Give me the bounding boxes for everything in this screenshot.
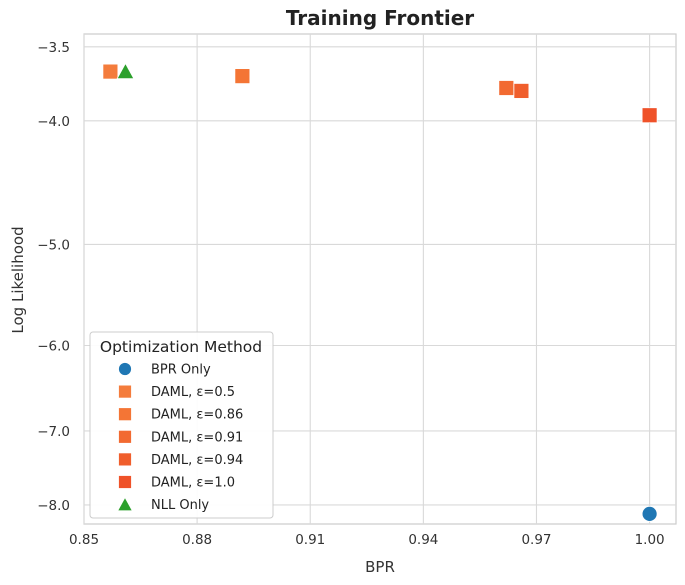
legend-marker	[116, 496, 134, 512]
data-point-square	[234, 68, 251, 85]
y-tick-label: −3.5	[37, 40, 70, 56]
legend-marker	[118, 362, 132, 376]
x-tick-label: 1.00	[635, 532, 665, 548]
x-tick-label: 0.85	[69, 532, 99, 548]
y-tick-label: −6.0	[37, 339, 70, 355]
x-axis-label: BPR	[365, 558, 395, 576]
legend-label: BPR Only	[151, 363, 211, 378]
legend-box	[89, 331, 274, 519]
data-point-square	[513, 83, 530, 99]
legend-label: DAML, ε=0.86	[151, 408, 243, 423]
data-point-square	[498, 80, 515, 96]
y-tick-label: −7.0	[37, 424, 70, 440]
data-point-square	[641, 107, 658, 124]
legend-marker	[118, 475, 132, 489]
data-points	[102, 62, 658, 522]
y-tick-label: −4.0	[37, 114, 70, 130]
data-point-circle	[641, 505, 658, 522]
legend-label: DAML, ε=1.0	[151, 476, 235, 491]
x-tick-label: 0.97	[521, 532, 551, 548]
y-tick-label: −5.0	[37, 237, 70, 253]
tick-labels: 0.85 0.88 0.91 0.94 0.97 1.00 −3.5 −4.0 −5.0 −6.0…	[37, 40, 664, 548]
chart-title: Training Frontier	[286, 6, 474, 30]
legend-marker	[118, 384, 132, 399]
legend-marker	[118, 452, 132, 467]
legend-marker	[118, 407, 132, 422]
legend-label: DAML, ε=0.94	[151, 453, 243, 468]
y-axis-label: Log Likelihood	[9, 226, 27, 333]
x-tick-label: 0.88	[182, 532, 212, 548]
data-point-square	[102, 63, 119, 80]
x-tick-label: 0.94	[408, 532, 438, 548]
y-tick-label: −8.0	[37, 498, 70, 514]
legend-label: NLL Only	[151, 498, 209, 513]
legend-label: DAML, ε=0.91	[151, 430, 243, 445]
legend-title: Optimization Method	[100, 338, 262, 356]
legend-marker	[118, 429, 132, 444]
data-point-triangle	[116, 62, 135, 80]
legend: Optimization Method BPR Only DAML, ε=0.5 D…	[89, 331, 274, 519]
x-tick-label: 0.91	[295, 532, 325, 548]
legend-label: DAML, ε=0.5	[151, 385, 235, 400]
